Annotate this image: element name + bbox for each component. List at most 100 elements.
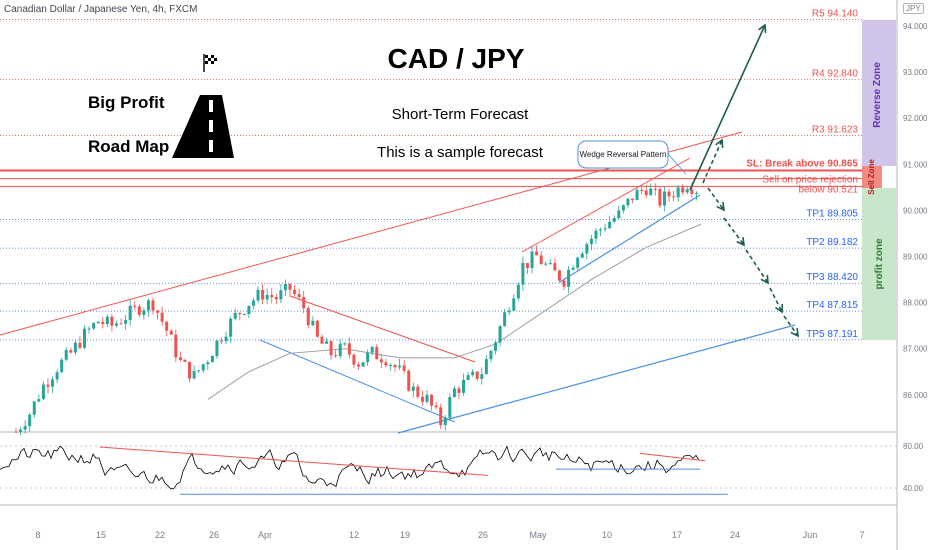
candle-body bbox=[242, 313, 246, 315]
candle-body bbox=[617, 210, 621, 219]
candle-body bbox=[393, 365, 397, 368]
level-label-r5: R5 94.140 bbox=[812, 9, 859, 20]
candle-body bbox=[553, 263, 557, 271]
candle-body bbox=[114, 323, 118, 326]
candle-body bbox=[685, 189, 689, 193]
candle-body bbox=[55, 372, 59, 380]
candle-body bbox=[338, 343, 342, 357]
candle-body bbox=[32, 401, 36, 415]
candle-body bbox=[631, 198, 634, 201]
brand-line-2: Road Map bbox=[88, 137, 169, 156]
wedge-lower-line bbox=[559, 194, 701, 283]
candle-body bbox=[626, 198, 630, 206]
time-tick-label: 15 bbox=[96, 530, 106, 540]
candle-body bbox=[589, 238, 593, 245]
candle-body bbox=[494, 342, 497, 351]
candle-body bbox=[420, 396, 424, 402]
sell-zone-label: Sell Zone bbox=[867, 159, 876, 195]
candle-body bbox=[37, 399, 41, 402]
candle-body bbox=[388, 365, 392, 367]
candle-body bbox=[60, 359, 64, 373]
candle-body bbox=[507, 310, 511, 313]
headline-subtitle: Short-Term Forecast bbox=[392, 106, 530, 123]
candle-body bbox=[653, 188, 657, 190]
candle-body bbox=[210, 356, 214, 363]
candle-body bbox=[87, 328, 91, 330]
candle-body bbox=[119, 323, 123, 325]
candle-body bbox=[489, 350, 493, 360]
candle-body bbox=[681, 187, 685, 193]
candle-body bbox=[51, 379, 55, 387]
time-tick-label: 22 bbox=[155, 530, 165, 540]
candle-body bbox=[475, 371, 479, 379]
candle-body bbox=[320, 336, 324, 344]
candle-body bbox=[28, 414, 32, 427]
candle-body bbox=[265, 294, 269, 300]
bear-arrow-1-head bbox=[716, 201, 725, 212]
checkered-flag-cell bbox=[205, 61, 208, 64]
candle-body bbox=[521, 262, 525, 285]
price-tick-label: 93.000 bbox=[903, 68, 928, 77]
candle-body bbox=[261, 289, 265, 300]
road-icon-lane bbox=[209, 120, 213, 132]
candle-body bbox=[498, 326, 502, 343]
candle-body bbox=[279, 290, 283, 300]
checkered-flag-cell bbox=[214, 58, 217, 61]
checkered-flag-cell bbox=[205, 55, 208, 58]
candle-body bbox=[73, 342, 77, 353]
candle-body bbox=[644, 190, 648, 196]
candle-body bbox=[635, 189, 639, 201]
candle-body bbox=[439, 407, 443, 426]
candle-body bbox=[357, 364, 360, 367]
candle-body bbox=[557, 270, 561, 281]
time-tick-label: 26 bbox=[478, 530, 488, 540]
candle-body bbox=[690, 189, 694, 194]
candle-body bbox=[562, 280, 566, 287]
candle-body bbox=[402, 365, 406, 371]
candle-body bbox=[462, 379, 466, 393]
candle-body bbox=[535, 251, 539, 256]
candle-body bbox=[530, 251, 534, 269]
candle-body bbox=[361, 362, 365, 367]
candle-body bbox=[407, 370, 411, 391]
candle-body bbox=[156, 310, 160, 313]
channel-support-line bbox=[259, 339, 456, 423]
time-tick-label: Jun bbox=[803, 530, 818, 540]
candle-body bbox=[398, 365, 402, 368]
road-icon-lane bbox=[209, 100, 213, 112]
candle-body bbox=[192, 371, 196, 379]
candle-body bbox=[133, 305, 137, 307]
candle-body bbox=[430, 394, 434, 406]
candle-body bbox=[220, 340, 223, 342]
candle-body bbox=[224, 336, 228, 342]
bear-arrow-2-head bbox=[736, 236, 745, 247]
rsi-resistance-line-2 bbox=[639, 452, 706, 462]
candle-body bbox=[124, 320, 128, 324]
candle-body bbox=[585, 244, 589, 254]
time-tick-label: 8 bbox=[35, 530, 40, 540]
candle-body bbox=[306, 308, 310, 326]
reverse-zone bbox=[862, 20, 896, 166]
headline-note: This is a sample forecast bbox=[377, 144, 544, 161]
candle-body bbox=[375, 346, 379, 360]
bull-arrow bbox=[689, 24, 766, 191]
price-tick-label: 92.000 bbox=[903, 114, 928, 123]
candle-body bbox=[174, 334, 178, 358]
candle-body bbox=[503, 312, 507, 327]
candle-body bbox=[64, 350, 68, 360]
candle-body bbox=[178, 357, 182, 360]
candle-body bbox=[183, 359, 187, 362]
candle-body bbox=[96, 321, 100, 324]
candle-body bbox=[283, 283, 287, 291]
candle-body bbox=[110, 316, 114, 326]
candle-body bbox=[457, 388, 461, 393]
pattern-callout-text: Wedge Reversal Pattern bbox=[579, 150, 666, 159]
level-label-tp5: TP5 87.191 bbox=[806, 329, 858, 340]
currency-badge[interactable]: JPY bbox=[903, 3, 924, 14]
level-label-r4: R4 92.840 bbox=[812, 68, 859, 79]
candle-body bbox=[325, 341, 329, 344]
candle-body bbox=[233, 312, 237, 319]
candle-body bbox=[293, 289, 297, 295]
sell-zone bbox=[862, 166, 882, 188]
candle-body bbox=[539, 255, 543, 265]
